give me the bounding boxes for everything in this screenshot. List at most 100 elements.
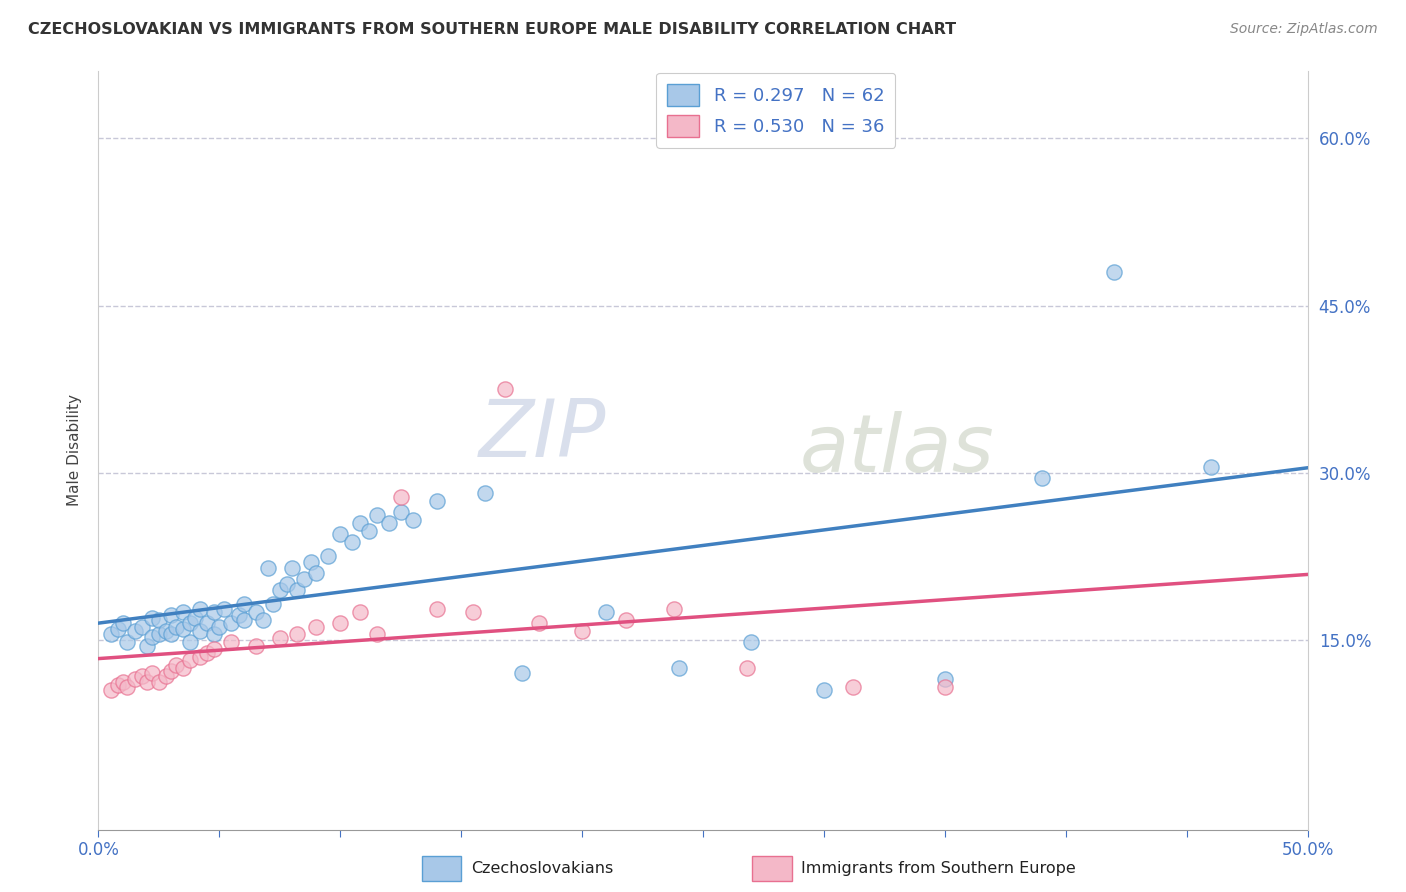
Point — [221, 635, 243, 649]
Point — [305, 620, 328, 634]
Point — [426, 493, 449, 508]
Point — [107, 622, 129, 636]
Point — [148, 627, 170, 641]
Point — [426, 602, 449, 616]
Point — [359, 524, 381, 538]
Point — [934, 680, 956, 694]
Point — [172, 605, 194, 619]
Point — [329, 616, 352, 631]
Point — [813, 683, 835, 698]
Point — [276, 577, 298, 591]
Point — [124, 672, 146, 686]
Point — [342, 535, 364, 549]
Text: Immigrants from Southern Europe: Immigrants from Southern Europe — [801, 862, 1076, 876]
Point — [195, 646, 218, 660]
Point — [1102, 265, 1125, 279]
Point — [111, 675, 134, 690]
Point — [221, 616, 243, 631]
Point — [377, 516, 399, 530]
Point — [305, 566, 328, 581]
Point — [155, 669, 177, 683]
Point — [204, 627, 226, 641]
Point — [668, 661, 690, 675]
Point — [117, 680, 139, 694]
Point — [463, 605, 485, 619]
Point — [165, 657, 187, 672]
Point — [740, 635, 762, 649]
Text: ZIP: ZIP — [479, 396, 606, 475]
Point — [316, 549, 339, 564]
Point — [179, 653, 201, 667]
Point — [292, 572, 315, 586]
Point — [349, 605, 371, 619]
Point — [252, 613, 274, 627]
Point — [188, 624, 211, 639]
Point — [195, 616, 218, 631]
Point — [135, 675, 157, 690]
Point — [131, 669, 153, 683]
Point — [124, 624, 146, 639]
Point — [100, 683, 122, 698]
Point — [256, 560, 278, 574]
Point — [204, 605, 226, 619]
Point — [285, 627, 308, 641]
Point — [366, 627, 388, 641]
Point — [188, 602, 211, 616]
Point — [510, 666, 533, 681]
Point — [141, 630, 163, 644]
Point — [329, 527, 352, 541]
Point — [1199, 460, 1222, 475]
Point — [172, 661, 194, 675]
Point — [735, 661, 758, 675]
Point — [107, 678, 129, 692]
Point — [299, 555, 322, 569]
Point — [208, 620, 231, 634]
Point — [571, 624, 593, 639]
Point — [155, 624, 177, 639]
Text: atlas: atlas — [800, 411, 994, 490]
Text: CZECHOSLOVAKIAN VS IMMIGRANTS FROM SOUTHERN EUROPE MALE DISABILITY CORRELATION C: CZECHOSLOVAKIAN VS IMMIGRANTS FROM SOUTH… — [28, 22, 956, 37]
Point — [269, 582, 291, 597]
Point — [141, 666, 163, 681]
Point — [212, 602, 235, 616]
Point — [1031, 471, 1053, 485]
Text: Czechoslovakians: Czechoslovakians — [471, 862, 613, 876]
Point — [111, 616, 134, 631]
Point — [281, 560, 304, 574]
Point — [269, 631, 291, 645]
Point — [172, 622, 194, 636]
Text: Source: ZipAtlas.com: Source: ZipAtlas.com — [1230, 22, 1378, 37]
Point — [389, 505, 412, 519]
Point — [179, 635, 201, 649]
Point — [349, 516, 371, 530]
Point — [527, 616, 550, 631]
Point — [117, 635, 139, 649]
Point — [160, 664, 183, 679]
Point — [262, 598, 284, 612]
Point — [842, 680, 865, 694]
Point — [188, 649, 211, 664]
Point — [614, 613, 637, 627]
Point — [148, 613, 170, 627]
Point — [141, 611, 163, 625]
Point — [160, 608, 183, 623]
Point — [389, 491, 412, 505]
Legend: R = 0.297   N = 62, R = 0.530   N = 36: R = 0.297 N = 62, R = 0.530 N = 36 — [657, 73, 896, 147]
Point — [179, 616, 201, 631]
Point — [135, 639, 157, 653]
Point — [285, 582, 308, 597]
Point — [204, 642, 226, 657]
Point — [148, 675, 170, 690]
Point — [402, 512, 425, 526]
Point — [165, 620, 187, 634]
Point — [245, 639, 267, 653]
Point — [494, 382, 516, 396]
Point — [160, 627, 183, 641]
Point — [131, 620, 153, 634]
Point — [100, 627, 122, 641]
Point — [934, 672, 956, 686]
Y-axis label: Male Disability: Male Disability — [67, 394, 83, 507]
Point — [232, 613, 254, 627]
Point — [232, 598, 254, 612]
Point — [595, 605, 617, 619]
